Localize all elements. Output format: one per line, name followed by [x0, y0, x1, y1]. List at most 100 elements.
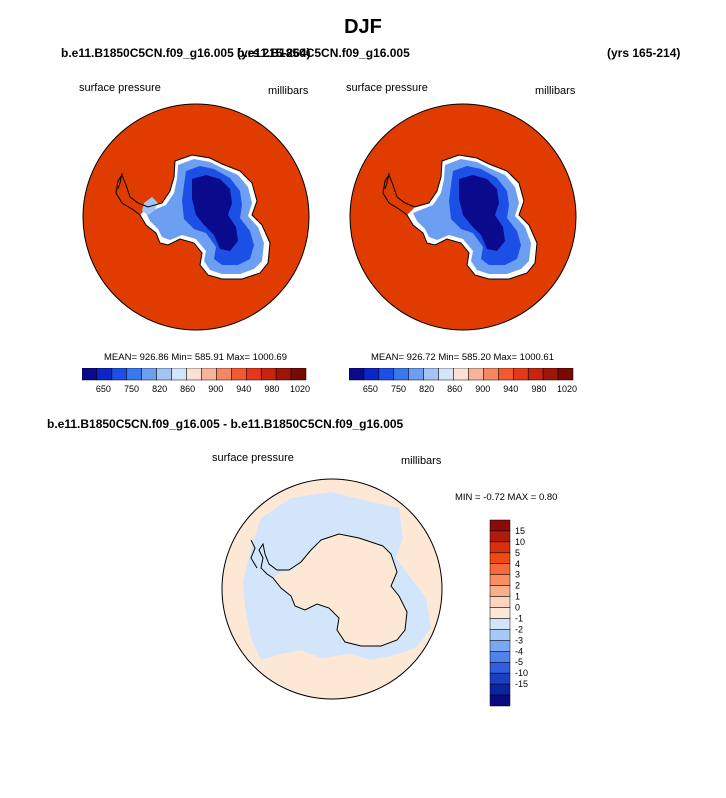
south-america-tip — [117, 172, 123, 190]
colorbar-box — [201, 368, 217, 381]
diff-colorbar-tick-label: 5 — [515, 548, 520, 558]
colorbar-box — [260, 368, 277, 381]
colorbar-box — [363, 368, 380, 381]
coastline — [382, 154, 538, 280]
colorbar-box — [231, 368, 247, 381]
diff-colorbar-tick-label: -15 — [515, 679, 528, 689]
diff-colorbar-box — [489, 585, 511, 597]
antarctica-plateau — [459, 175, 505, 251]
colorbar-tick-label: 900 — [475, 384, 490, 394]
colorbar-tick-label: 860 — [180, 384, 195, 394]
colorbar-tick-label: 650 — [96, 384, 111, 394]
diff-colorbar-box — [489, 552, 511, 565]
diff-colorbar-box — [489, 563, 511, 575]
diff-colorbar-tick-label: 0 — [515, 603, 520, 613]
colorbar-tick-label: 1020 — [290, 384, 310, 394]
page-title: DJF — [344, 16, 382, 38]
diff-colorbar-box — [489, 683, 511, 696]
diff-colorbar-tick-label: -5 — [515, 657, 523, 667]
coastline — [115, 154, 271, 280]
difference-title: b.e11.B1850C5CN.f09_g16.005 - b.e11.B185… — [47, 417, 404, 431]
right-stats: MEAN= 926.72 Min= 585.20 Max= 1000.61 — [371, 352, 554, 363]
diff-colorbar-tick-label: 15 — [515, 526, 525, 536]
colorbar-tick-label: 820 — [419, 384, 434, 394]
colorbar-tick-label: 980 — [264, 384, 279, 394]
colorbar-box — [111, 368, 128, 381]
difference-polar-map — [221, 478, 443, 700]
colorbar-box — [275, 368, 292, 381]
case-title-right: b.e11.B1850C5CN.f09_g16.005 — [237, 46, 410, 60]
colorbar-box — [527, 368, 544, 381]
colorbar-box — [171, 368, 187, 381]
colorbar-box — [156, 368, 172, 381]
left-colorbar: 650 750 820 860 900 940 980 1020 — [82, 368, 310, 394]
coastline — [258, 533, 408, 647]
colorbar-tick-label: 750 — [124, 384, 139, 394]
colorbar-box — [82, 368, 98, 381]
diff-colorbar-tick-label: -4 — [515, 646, 523, 656]
colorbar-box — [498, 368, 514, 381]
south-america-tip — [384, 172, 390, 190]
diff-colorbar-box — [489, 672, 511, 685]
colorbar-box — [378, 368, 395, 381]
diff-colorbar-box — [489, 661, 511, 674]
colorbar-box — [349, 368, 365, 381]
antarctica-land — [273, 534, 407, 646]
left-variable-label: surface pressure — [79, 82, 161, 94]
diff-colorbar-box — [489, 541, 511, 554]
colorbar-tick-label: 900 — [208, 384, 223, 394]
left-units-label: millibars — [268, 85, 309, 97]
colorbar-box — [96, 368, 113, 381]
diff-colorbar-box — [489, 640, 511, 652]
colorbar-tick-label: 860 — [447, 384, 462, 394]
case-title-left: b.e11.B1850C5CN.f09_g16.005 (yrs 215-264… — [61, 46, 311, 60]
colorbar-tick-label: 940 — [503, 384, 518, 394]
diff-stats: MIN = -0.72 MAX = 0.80 — [455, 492, 558, 503]
colorbar-tick-label: 820 — [152, 384, 167, 394]
colorbar-box — [216, 368, 232, 381]
colorbar-box — [542, 368, 559, 381]
colorbar-box — [408, 368, 424, 381]
colorbar-tick-label: 980 — [531, 384, 546, 394]
colorbar-box — [141, 368, 157, 381]
south-america-tip — [250, 539, 258, 569]
diff-colorbar-box — [489, 607, 511, 619]
diff-colorbar-box — [489, 694, 511, 707]
left-stats: MEAN= 926.86 Min= 585.91 Max= 1000.69 — [104, 352, 287, 363]
diff-colorbar-box — [489, 530, 511, 543]
diff-colorbar-tick-label: -3 — [515, 635, 523, 645]
right-polar-map — [349, 103, 577, 331]
colorbar-box — [126, 368, 142, 381]
colorbar-box — [513, 368, 529, 381]
diff-colorbar-box — [489, 629, 511, 641]
colorbar-box — [423, 368, 439, 381]
diff-colorbar-tick-label: -1 — [515, 613, 523, 623]
diff-colorbar-box — [489, 596, 511, 608]
diff-colorbar-box — [489, 651, 511, 663]
colorbar-tick-label: 750 — [391, 384, 406, 394]
years-right: (yrs 165-214) — [607, 46, 681, 60]
colorbar-tick-label: 650 — [363, 384, 378, 394]
colorbar-tick-label: 1020 — [557, 384, 577, 394]
colorbar-box — [453, 368, 469, 381]
colorbar-box — [186, 368, 202, 381]
right-units-label: millibars — [535, 85, 576, 97]
right-colorbar: 650 750 820 860 900 940 980 1020 — [349, 368, 577, 394]
diff-colorbar-tick-label: -2 — [515, 624, 523, 634]
diff-variable-label: surface pressure — [212, 452, 294, 464]
colorbar-box — [438, 368, 454, 381]
diff-colorbar-tick-label: 1 — [515, 592, 520, 602]
diff-colorbar-tick-label: 10 — [515, 537, 525, 547]
diff-colorbar-box — [489, 519, 511, 532]
colorbar-box — [393, 368, 409, 381]
diff-colorbar-tick-label: 3 — [515, 570, 520, 580]
diff-colorbar-tick-label: 2 — [515, 581, 520, 591]
diff-colorbar-tick-label: 4 — [515, 559, 520, 569]
left-polar-map — [82, 103, 310, 331]
diff-colorbar-tick-label: -10 — [515, 668, 528, 678]
diff-colorbar-box — [489, 574, 511, 586]
colorbar-box — [483, 368, 499, 381]
colorbar-box — [290, 368, 307, 381]
diff-units-label: millibars — [401, 455, 442, 467]
